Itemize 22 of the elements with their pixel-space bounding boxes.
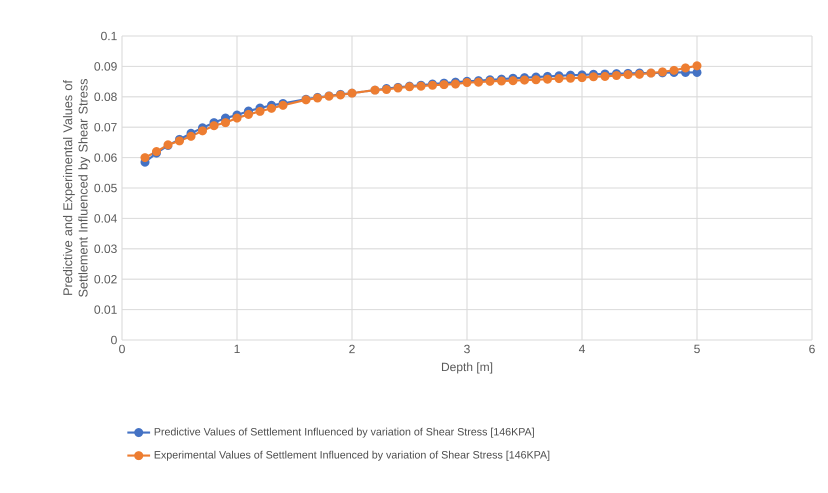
y-tick-label: 0.09 (94, 62, 117, 71)
x-tick-label: 4 (578, 344, 585, 353)
y-tick-label: 0.06 (94, 153, 117, 162)
legend-label: Predictive Values of Settlement Influenced by variation of Shear Stress [146KPA] (154, 428, 534, 438)
y-tick-label: 0.05 (94, 184, 117, 192)
y-tick-label: 0.07 (94, 122, 117, 132)
y-tick-label: 0.04 (94, 214, 117, 223)
y-tick-label: 0.02 (94, 274, 117, 284)
y-axis-title: Predictive and Experimental Values of Settlement Influenced by Shear Stress (62, 78, 90, 297)
x-tick-label: 6 (809, 344, 815, 354)
x-tick-label: 0 (119, 344, 125, 354)
y-tick-label: 0.01 (94, 305, 117, 314)
y-tick-label: 0.1 (101, 32, 117, 40)
legend-label: Experimental Values of Settlement Influenced by variation of Shear Stress [146KPA] (154, 450, 550, 461)
x-tick-label: 1 (234, 344, 240, 353)
x-tick-label: 5 (694, 344, 700, 354)
x-tick-label: 3 (464, 344, 470, 354)
y-tick-label: 0.08 (94, 92, 117, 102)
y-tick-label: 0 (111, 336, 117, 344)
x-axis-title: Depth [m] (442, 362, 492, 374)
x-tick-label: 2 (349, 344, 355, 354)
y-tick-label: 0.03 (94, 244, 117, 254)
